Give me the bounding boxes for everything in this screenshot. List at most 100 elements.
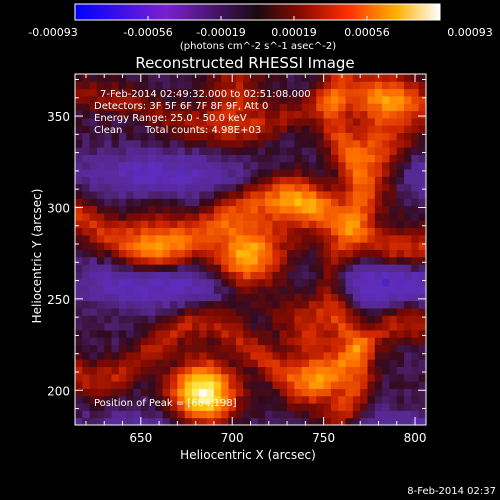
heatmap-cell <box>257 176 266 185</box>
heatmap-cell <box>374 205 383 214</box>
heatmap-cell <box>294 308 303 316</box>
heatmap-cell <box>352 125 361 133</box>
heatmap-cell <box>389 395 398 404</box>
heatmap-image <box>75 74 427 426</box>
heatmap-cell <box>309 176 317 185</box>
heatmap-cell <box>272 132 281 141</box>
heatmap-cell <box>155 198 164 207</box>
heatmap-cell <box>170 249 178 258</box>
heatmap-cell <box>228 329 237 338</box>
heatmap-cell <box>104 337 113 346</box>
heatmap-cell <box>279 344 288 353</box>
heatmap-cell <box>235 293 244 302</box>
heatmap-cell <box>352 95 361 104</box>
heatmap-cell <box>411 256 420 265</box>
heatmap-cell <box>272 403 281 411</box>
heatmap-cell <box>111 359 120 367</box>
heatmap-cell <box>75 183 83 192</box>
heatmap-cell <box>104 154 113 163</box>
heatmap-cell <box>352 212 361 221</box>
heatmap-cell <box>155 366 164 375</box>
heatmap-cell <box>389 95 398 104</box>
heatmap-cell <box>418 417 427 426</box>
heatmap-cell <box>257 278 266 287</box>
heatmap-cell <box>250 81 259 90</box>
heatmap-cell <box>243 227 251 236</box>
heatmap-cell <box>323 212 332 221</box>
heatmap-cell <box>243 344 251 353</box>
heatmap-cell <box>89 191 98 199</box>
heatmap-cell <box>148 81 156 90</box>
heatmap-cell <box>418 227 427 236</box>
heatmap-cell <box>382 147 390 155</box>
heatmap-cell <box>265 132 273 141</box>
heatmap-cell <box>250 271 259 280</box>
heatmap-cell <box>374 344 383 353</box>
heatmap-cell <box>162 242 171 250</box>
heatmap-cell <box>221 329 230 338</box>
heatmap-cell <box>411 351 420 360</box>
heatmap-cell <box>338 293 347 302</box>
heatmap-cell <box>352 315 361 324</box>
heatmap-cell <box>309 198 317 207</box>
heatmap-cell <box>243 81 251 90</box>
heatmap-cell <box>126 154 134 163</box>
heatmap-cell <box>184 220 193 229</box>
heatmap-cell <box>140 359 149 367</box>
heatmap-cell <box>126 169 134 177</box>
heatmap-cell <box>170 161 178 170</box>
heatmap-cell <box>374 359 383 367</box>
heatmap-cell <box>265 256 273 265</box>
heatmap-cell <box>323 154 332 163</box>
heatmap-cell <box>221 373 230 382</box>
heatmap-cell <box>235 373 244 382</box>
heatmap-cell <box>411 139 420 148</box>
heatmap-cell <box>345 417 354 426</box>
heatmap-cell <box>287 351 295 360</box>
heatmap-cell <box>396 110 405 119</box>
heatmap-cell <box>352 227 361 236</box>
heatmap-cell <box>206 88 215 97</box>
heatmap-cell <box>170 74 178 82</box>
heatmap-cell <box>104 169 113 177</box>
heatmap-cell <box>170 410 178 419</box>
heatmap-cell <box>345 381 354 389</box>
heatmap-cell <box>148 373 156 382</box>
heatmap-cell <box>221 351 230 360</box>
heatmap-cell <box>206 417 215 426</box>
heatmap-cell <box>309 147 317 155</box>
heatmap-cell <box>228 388 237 397</box>
heatmap-cell <box>404 381 412 389</box>
heatmap-cell <box>250 344 259 353</box>
heatmap-cell <box>382 125 390 133</box>
heatmap-cell <box>352 220 361 229</box>
heatmap-cell <box>192 117 200 126</box>
heatmap-cell <box>140 205 149 214</box>
heatmap-cell <box>418 366 427 375</box>
heatmap-cell <box>111 293 120 302</box>
heatmap-cell <box>389 139 398 148</box>
heatmap-cell <box>235 139 244 148</box>
heatmap-cell <box>96 242 105 250</box>
energy-range-label: Energy Range: 25.0 - 50.0 keV <box>94 113 247 124</box>
heatmap-cell <box>206 212 215 221</box>
heatmap-cell <box>206 329 215 338</box>
heatmap-cell <box>213 249 222 258</box>
heatmap-cell <box>243 256 251 265</box>
heatmap-cell <box>338 234 347 243</box>
heatmap-cell <box>301 183 310 192</box>
heatmap-cell <box>133 315 142 324</box>
heatmap-cell <box>140 410 149 419</box>
heatmap-cell <box>411 220 420 229</box>
heatmap-cell <box>118 271 127 280</box>
heatmap-cell <box>396 322 405 331</box>
heatmap-cell <box>316 256 325 265</box>
heatmap-cell <box>265 337 273 346</box>
heatmap-cell <box>126 403 134 411</box>
detectors-label: Detectors: 3F 5F 6F 7F 8F 9F, Att 0 <box>94 101 268 112</box>
heatmap-cell <box>272 81 281 90</box>
heatmap-cell <box>382 191 390 199</box>
heatmap-cell <box>133 161 142 170</box>
heatmap-cell <box>404 293 412 302</box>
heatmap-cell <box>111 220 120 229</box>
